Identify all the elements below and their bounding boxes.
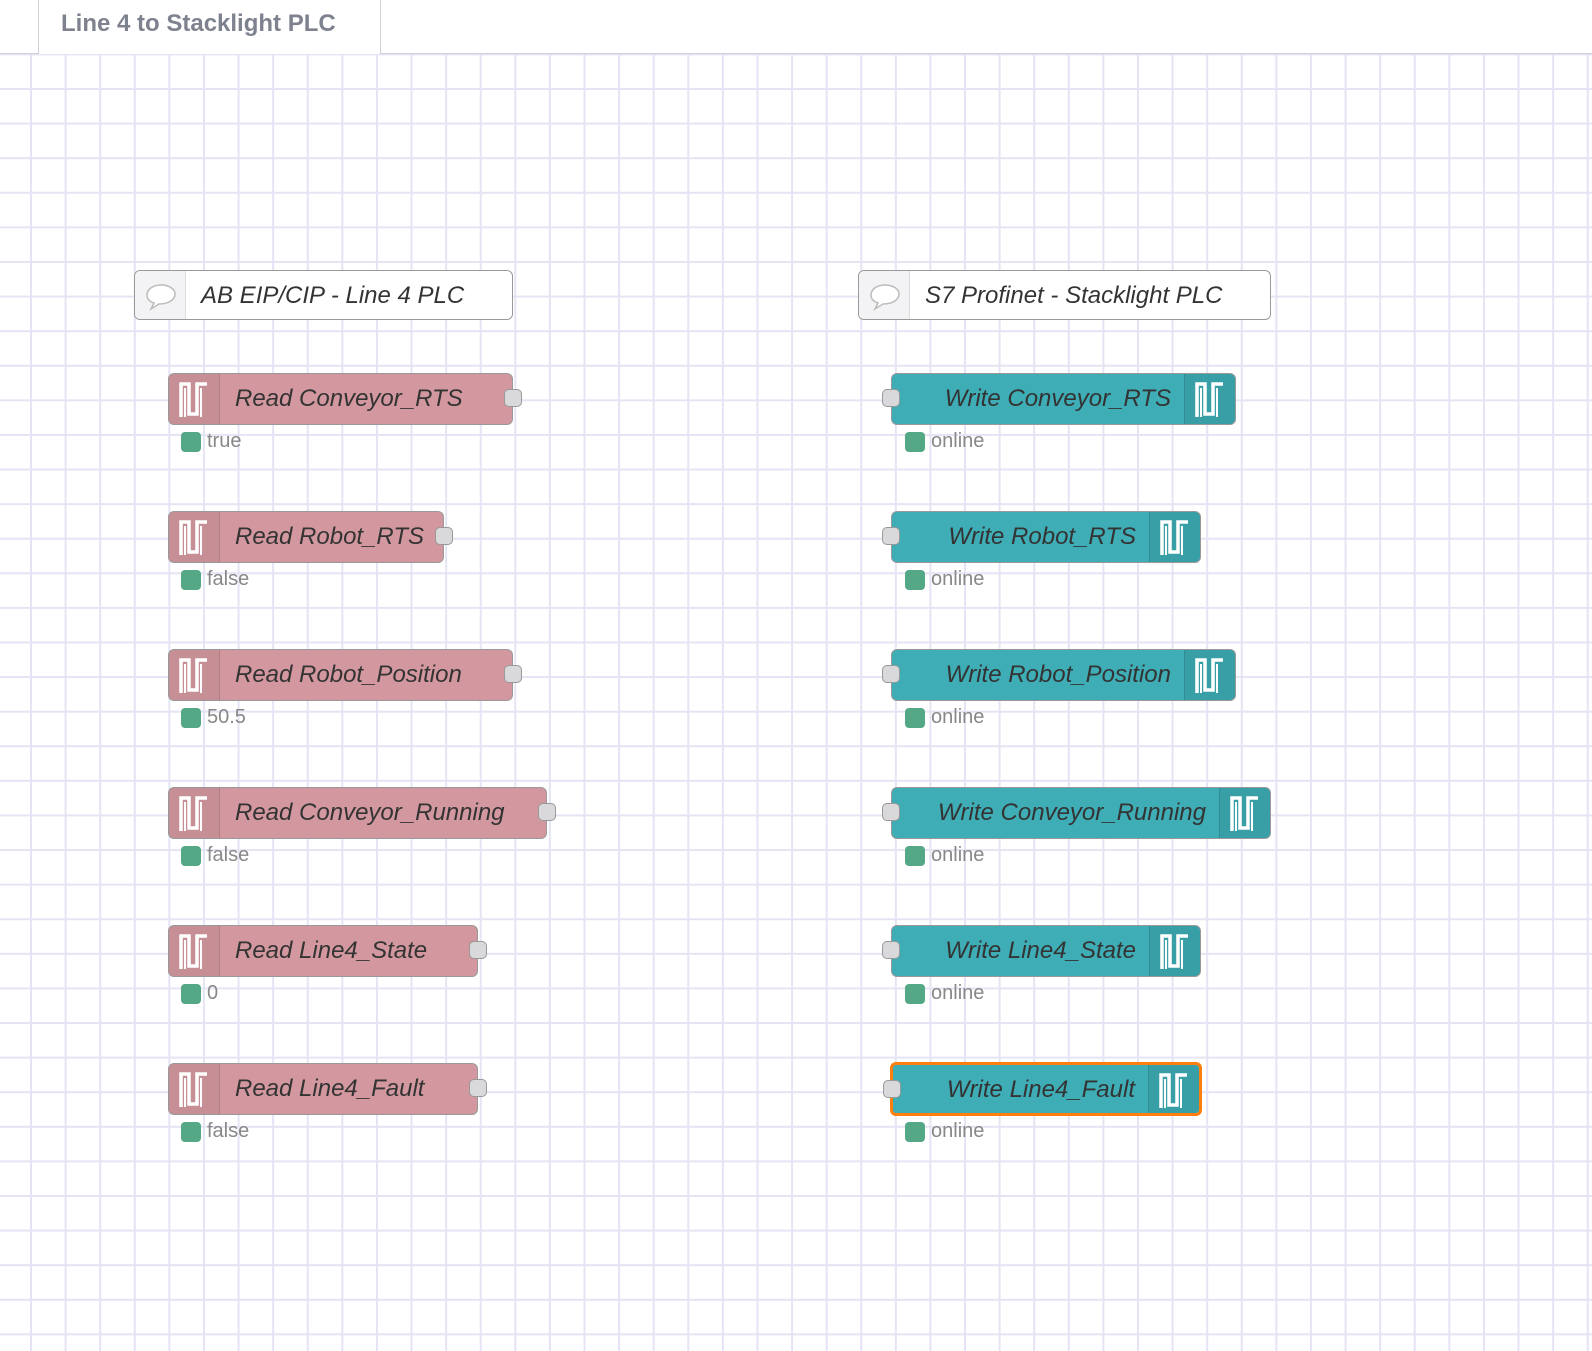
status-dot-icon	[905, 984, 925, 1004]
status-dot-icon	[905, 432, 925, 452]
read-node[interactable]: Read Conveyor_Running	[168, 787, 556, 839]
output-port[interactable]	[504, 665, 522, 683]
output-port[interactable]	[504, 389, 522, 407]
status-dot-icon	[181, 984, 201, 1004]
square-wave-icon	[1149, 926, 1200, 976]
status-text: true	[207, 430, 242, 452]
input-port[interactable]	[882, 803, 900, 821]
input-port[interactable]	[883, 1080, 901, 1098]
square-wave-icon	[169, 374, 220, 424]
square-wave-icon	[1184, 650, 1235, 700]
status-text: online	[931, 706, 985, 728]
square-wave-icon	[1149, 512, 1200, 562]
input-port[interactable]	[882, 389, 900, 407]
read-node[interactable]: Read Robot_Position	[168, 649, 522, 701]
node-label: Write Conveyor_RTS	[944, 385, 1171, 412]
node-label: Read Robot_Position	[235, 661, 462, 688]
status-dot-icon	[905, 846, 925, 866]
read-node[interactable]: Read Line4_State	[168, 925, 487, 977]
comment-icon	[859, 271, 910, 319]
read-node[interactable]: Read Conveyor_RTS	[168, 373, 522, 425]
workspace-tabs: Line 4 to Stacklight PLC	[0, 0, 1592, 54]
node-label: Write Conveyor_Running	[937, 799, 1206, 826]
status-dot-icon	[905, 1122, 925, 1142]
write-node[interactable]: Write Conveyor_RTS	[882, 373, 1236, 425]
status-dot-icon	[905, 708, 925, 728]
flow-canvas[interactable]	[0, 54, 1592, 1351]
status-text: 50.5	[207, 706, 246, 728]
square-wave-icon	[169, 1064, 220, 1114]
output-port[interactable]	[469, 1079, 487, 1097]
status-text: online	[931, 1120, 985, 1142]
tab-label: Line 4 to Stacklight PLC	[61, 10, 336, 37]
square-wave-icon	[169, 650, 220, 700]
status-dot-icon	[181, 432, 201, 452]
output-port[interactable]	[435, 527, 453, 545]
square-wave-icon	[1219, 788, 1270, 838]
node-label: Write Robot_RTS	[948, 523, 1136, 550]
node-label: Write Line4_Fault	[946, 1076, 1135, 1103]
square-wave-icon	[169, 512, 220, 562]
status-text: false	[207, 568, 250, 590]
status-text: 0	[207, 982, 219, 1004]
status-text: false	[207, 844, 250, 866]
comment-node[interactable]: AB EIP/CIP - Line 4 PLC	[134, 270, 513, 320]
output-port[interactable]	[538, 803, 556, 821]
write-node[interactable]: Write Line4_State	[882, 925, 1201, 977]
status-text: online	[931, 568, 985, 590]
comment-node[interactable]: S7 Profinet - Stacklight PLC	[858, 270, 1271, 320]
tab-line4-stacklight[interactable]: Line 4 to Stacklight PLC	[38, 0, 381, 54]
comment-icon	[135, 271, 186, 319]
input-port[interactable]	[882, 941, 900, 959]
square-wave-icon	[1184, 374, 1235, 424]
status-dot-icon	[181, 1122, 201, 1142]
status-text: online	[931, 430, 985, 452]
node-label: Read Conveyor_Running	[235, 799, 505, 826]
node-label: Write Line4_State	[945, 937, 1136, 964]
square-wave-icon	[1148, 1065, 1199, 1113]
output-port[interactable]	[469, 941, 487, 959]
node-label: Read Line4_State	[235, 937, 428, 964]
write-node[interactable]: Write Conveyor_Running	[882, 787, 1271, 839]
write-node[interactable]: Write Line4_Fault	[883, 1062, 1202, 1116]
node-label: Write Robot_Position	[945, 661, 1171, 688]
node-label: Read Conveyor_RTS	[235, 385, 463, 412]
status-dot-icon	[905, 570, 925, 590]
read-node[interactable]: Read Robot_RTS	[168, 511, 453, 563]
status-dot-icon	[181, 846, 201, 866]
node-label: Read Line4_Fault	[235, 1075, 425, 1102]
node-label: Read Robot_RTS	[235, 523, 424, 550]
status-text: online	[931, 844, 985, 866]
status-text: online	[931, 982, 985, 1004]
input-port[interactable]	[882, 665, 900, 683]
comment-label: S7 Profinet - Stacklight PLC	[925, 282, 1223, 309]
comment-label: AB EIP/CIP - Line 4 PLC	[201, 282, 465, 309]
input-port[interactable]	[882, 527, 900, 545]
square-wave-icon	[169, 926, 220, 976]
write-node[interactable]: Write Robot_Position	[882, 649, 1236, 701]
write-node[interactable]: Write Robot_RTS	[882, 511, 1201, 563]
read-node[interactable]: Read Line4_Fault	[168, 1063, 487, 1115]
status-dot-icon	[181, 570, 201, 590]
square-wave-icon	[169, 788, 220, 838]
status-dot-icon	[181, 708, 201, 728]
status-text: false	[207, 1120, 250, 1142]
